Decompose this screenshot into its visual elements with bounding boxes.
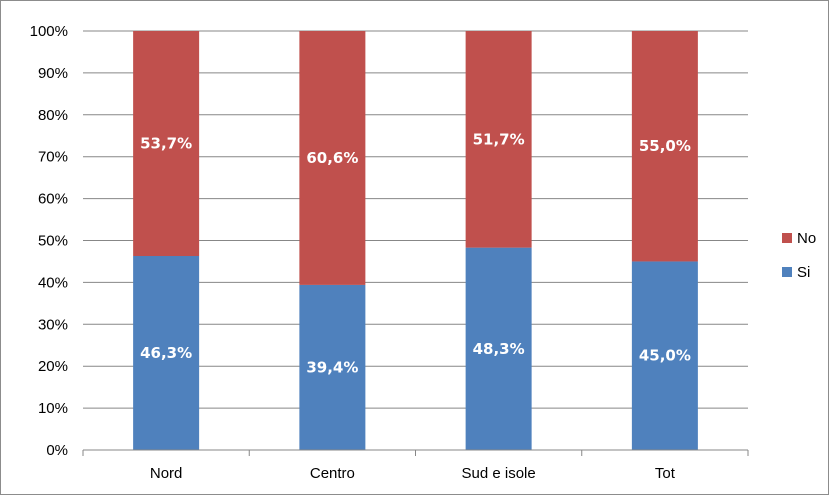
legend-swatch-si bbox=[782, 267, 792, 277]
data-label: 53,7% bbox=[140, 135, 192, 153]
bar-no-3 bbox=[465, 31, 532, 248]
y-tick-label: 40% bbox=[38, 274, 68, 291]
legend-label-si: Si bbox=[797, 264, 810, 281]
x-axis bbox=[82, 449, 749, 456]
data-label: 48,3% bbox=[473, 340, 525, 358]
data-label: 39,4% bbox=[306, 358, 358, 376]
x-category-label: Centro bbox=[310, 465, 355, 482]
y-tick-label: 70% bbox=[38, 149, 68, 166]
x-category-label: Sud e isole bbox=[462, 465, 536, 482]
bars bbox=[133, 31, 698, 450]
x-category-label: Tot bbox=[655, 465, 676, 482]
y-tick-label: 30% bbox=[38, 316, 68, 333]
bar-si-2 bbox=[299, 284, 366, 450]
x-axis-categories: Nord Centro Sud e isole Tot bbox=[150, 465, 676, 482]
bar-no-1 bbox=[133, 31, 200, 257]
bar-no-2 bbox=[299, 31, 366, 285]
data-labels: 46,3% 53,7% 39,4% 60,6% 48,3% 51,7% 45,0% 55,0% bbox=[140, 130, 691, 376]
data-label: 60,6% bbox=[306, 149, 358, 167]
data-label: 55,0% bbox=[639, 137, 691, 155]
y-tick-label: 60% bbox=[38, 191, 68, 208]
bar-si-3 bbox=[465, 247, 532, 450]
y-tick-label: 50% bbox=[38, 233, 68, 250]
legend-label-no: No bbox=[797, 230, 816, 247]
y-tick-label: 20% bbox=[38, 358, 68, 375]
bar-si-1 bbox=[133, 256, 200, 450]
y-tick-label: 0% bbox=[46, 442, 68, 459]
data-label: 51,7% bbox=[473, 130, 525, 148]
y-tick-label: 100% bbox=[30, 23, 68, 40]
data-label: 46,3% bbox=[140, 344, 192, 362]
y-tick-label: 80% bbox=[38, 107, 68, 124]
bar-si-4 bbox=[631, 261, 698, 450]
legend-swatch-no bbox=[782, 233, 792, 243]
data-label: 45,0% bbox=[639, 347, 691, 365]
bar-no-4 bbox=[631, 31, 698, 262]
x-category-label: Nord bbox=[150, 465, 183, 482]
legend: No Si bbox=[782, 230, 816, 281]
y-tick-label: 90% bbox=[38, 65, 68, 82]
y-axis-ticks: 0% 10% 20% 30% 40% 50% 60% 70% 80% 90% 100% bbox=[30, 23, 68, 459]
y-tick-label: 10% bbox=[38, 400, 68, 417]
